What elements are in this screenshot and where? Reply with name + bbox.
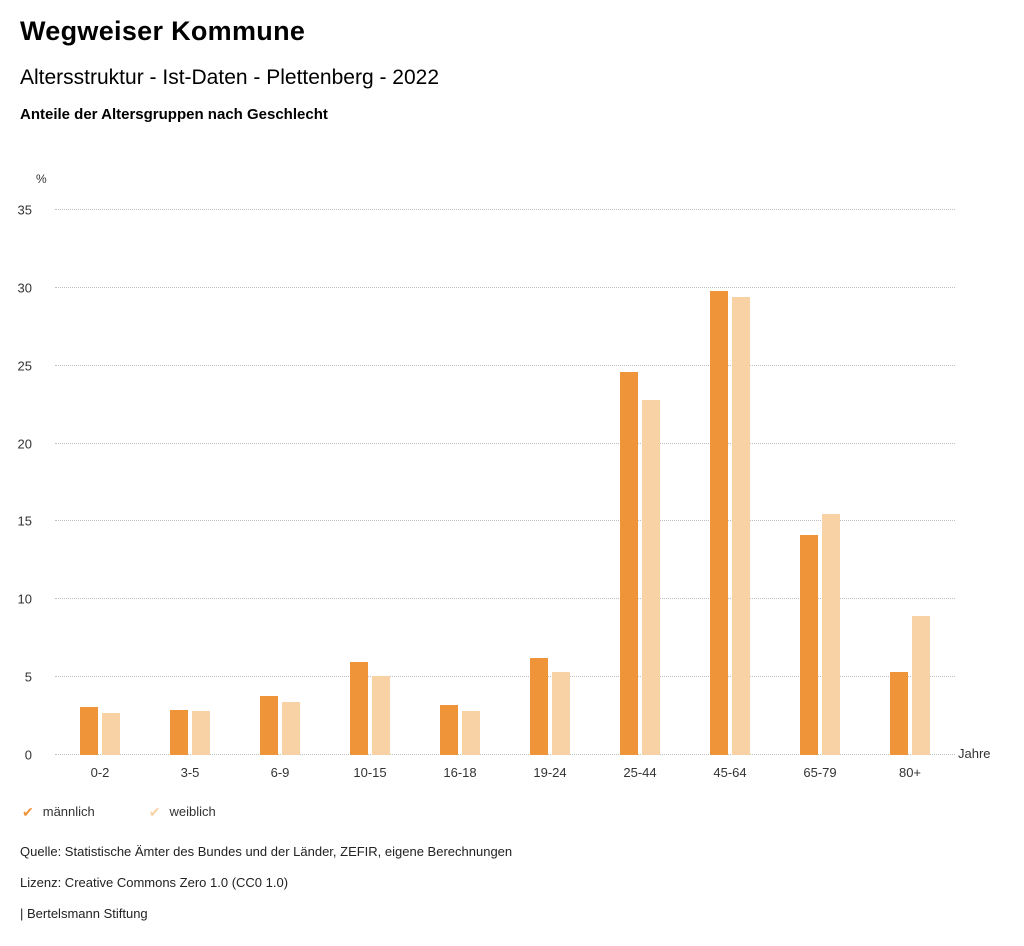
gridline [55, 442, 955, 444]
gridline [55, 520, 955, 522]
x-tick-label: 45-64 [713, 765, 747, 780]
check-icon [149, 805, 161, 819]
bar-männlich-6-9[interactable] [260, 695, 278, 755]
bar-groups [55, 210, 955, 755]
x-tick-label: 10-15 [353, 765, 387, 780]
bar-group-10-15 [325, 210, 415, 755]
y-tick-label: 5 [24, 669, 32, 685]
gridline [55, 598, 955, 600]
x-tick-label: 80+ [898, 765, 922, 780]
bar-group-45-64 [685, 210, 775, 755]
bar-group-19-24 [505, 210, 595, 755]
gridline [55, 754, 955, 755]
bar-männlich-0-2[interactable] [80, 706, 98, 755]
legend-label-weiblich: weiblich [169, 804, 216, 819]
legend-item-maennlich[interactable]: männlich [22, 804, 95, 819]
x-tick-label: 0-2 [90, 765, 110, 780]
bar-männlich-10-15[interactable] [350, 661, 368, 755]
x-tick-label: 25-44 [623, 765, 657, 780]
chart-subtitle: Altersstruktur - Ist-Daten - Plettenberg… [20, 66, 440, 89]
bar-männlich-65-79[interactable] [800, 535, 818, 755]
bar-weiblich-80+[interactable] [912, 616, 930, 755]
bar-group-65-79 [775, 210, 865, 755]
bar-weiblich-10-15[interactable] [372, 675, 390, 755]
page-title: Wegweiser Kommune [20, 16, 306, 46]
bar-group-3-5 [145, 210, 235, 755]
bar-weiblich-6-9[interactable] [282, 702, 300, 755]
bar-weiblich-45-64[interactable] [732, 297, 750, 755]
bar-weiblich-65-79[interactable] [822, 513, 840, 755]
bar-weiblich-16-18[interactable] [462, 711, 480, 755]
y-tick-label: 35 [17, 202, 32, 218]
x-tick-label: 65-79 [803, 765, 837, 780]
chart-subsubtitle: Anteile der Altersgruppen nach Geschlech… [20, 106, 328, 123]
y-tick-label: 15 [17, 513, 32, 529]
gridline [55, 364, 955, 366]
check-icon [22, 805, 34, 819]
bar-männlich-45-64[interactable] [710, 290, 728, 755]
y-tick-label: 0 [24, 747, 32, 763]
attribution-text: | Bertelsmann Stiftung [20, 906, 148, 921]
gridline [55, 209, 955, 210]
bar-weiblich-25-44[interactable] [642, 399, 660, 755]
x-tick-label: 6-9 [270, 765, 290, 780]
y-axis-ticks: 0 5 10 15 20 25 30 35 [0, 203, 44, 763]
legend-label-maennlich: männlich [42, 804, 95, 819]
x-axis-labels: 0-2 3-5 6-9 10-15 16-18 19-24 25-44 45-64 65-79 8… [55, 765, 955, 780]
x-tick-label: 3-5 [180, 765, 200, 780]
gridline [55, 676, 955, 678]
gridline [55, 286, 955, 288]
legend-item-weiblich[interactable]: weiblich [149, 804, 216, 819]
y-tick-label: 30 [17, 280, 32, 296]
bar-weiblich-0-2[interactable] [102, 712, 120, 755]
bar-männlich-16-18[interactable] [440, 705, 458, 755]
y-tick-label: 10 [17, 591, 32, 607]
x-tick-label: 16-18 [443, 765, 477, 780]
y-tick-label: 25 [17, 358, 32, 374]
bar-group-25-44 [595, 210, 685, 755]
bar-männlich-25-44[interactable] [620, 371, 638, 755]
plot-area [55, 209, 955, 755]
bar-group-80+ [865, 210, 955, 755]
source-text: Quelle: Statistische Ämter des Bundes un… [20, 844, 513, 859]
y-tick-label: 20 [17, 436, 32, 452]
chart-legend: männlich weiblich [22, 804, 216, 819]
bar-group-0-2 [55, 210, 145, 755]
bar-männlich-19-24[interactable] [530, 658, 548, 755]
x-axis-unit-label: Jahre [958, 746, 991, 761]
bar-group-6-9 [235, 210, 325, 755]
license-text: Lizenz: Creative Commons Zero 1.0 (CC0 1… [20, 875, 289, 890]
bar-weiblich-3-5[interactable] [192, 711, 210, 755]
bar-männlich-80+[interactable] [890, 672, 908, 755]
bar-weiblich-19-24[interactable] [552, 672, 570, 755]
y-axis-unit-label: % [36, 172, 47, 186]
x-tick-label: 19-24 [533, 765, 567, 780]
bar-männlich-3-5[interactable] [170, 709, 188, 755]
bar-group-16-18 [415, 210, 505, 755]
